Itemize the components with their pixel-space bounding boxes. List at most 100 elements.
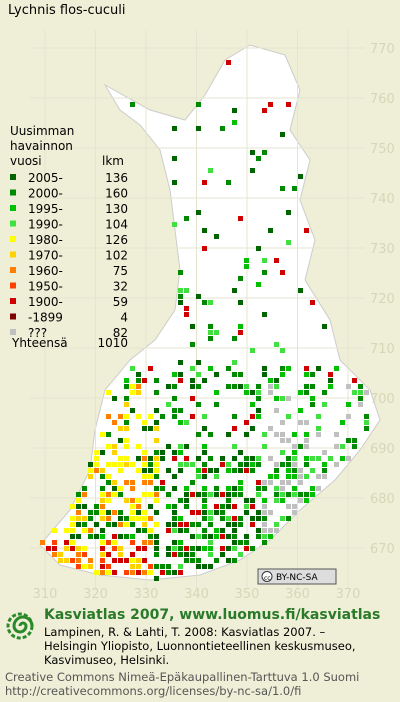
observation [202, 378, 207, 383]
observation [262, 312, 267, 317]
observation [286, 480, 291, 485]
observation [298, 444, 303, 449]
observation [184, 456, 189, 461]
observation [64, 546, 69, 551]
observation [190, 558, 195, 563]
observation [148, 564, 153, 569]
observation [256, 390, 261, 395]
observation [274, 486, 279, 491]
observation [184, 312, 189, 317]
observation [130, 564, 135, 569]
grid-label: 720 [370, 292, 395, 307]
observation [250, 456, 255, 461]
observation [262, 516, 267, 521]
observation [196, 126, 201, 131]
observation [310, 492, 315, 497]
observation [262, 522, 267, 527]
observation [268, 378, 273, 383]
observation [262, 498, 267, 503]
observation [124, 444, 129, 449]
observation [202, 498, 207, 503]
observation [292, 468, 297, 473]
legend-label: 2000- [28, 187, 63, 201]
observation [238, 480, 243, 485]
observation [106, 432, 111, 437]
observation [166, 570, 171, 575]
observation [286, 366, 291, 371]
observation [178, 540, 183, 545]
observation [262, 270, 267, 275]
observation [232, 384, 237, 389]
observation [178, 546, 183, 551]
observation [244, 258, 249, 263]
observation [130, 540, 135, 545]
observation [106, 390, 111, 395]
observation [268, 384, 273, 389]
observation [268, 426, 273, 431]
observation [274, 432, 279, 437]
observation [130, 522, 135, 527]
land [39, 44, 381, 581]
observation [100, 540, 105, 545]
observation [184, 444, 189, 449]
observation [136, 516, 141, 521]
observation [286, 414, 291, 419]
observation [94, 534, 99, 539]
observation [112, 420, 117, 425]
observation [178, 450, 183, 455]
observation [304, 462, 309, 467]
observation [244, 534, 249, 539]
observation [214, 534, 219, 539]
observation [112, 558, 117, 563]
observation [280, 420, 285, 425]
observation [148, 414, 153, 419]
observation [304, 456, 309, 461]
observation [292, 456, 297, 461]
observation [100, 486, 105, 491]
observation [190, 546, 195, 551]
observation [340, 456, 345, 461]
observation [346, 414, 351, 419]
observation [214, 474, 219, 479]
observation [286, 438, 291, 443]
observation [190, 378, 195, 383]
observation [268, 102, 273, 107]
observation [226, 504, 231, 509]
observation [226, 486, 231, 491]
observation [250, 390, 255, 395]
observation [148, 534, 153, 539]
observation [136, 384, 141, 389]
observation [136, 444, 141, 449]
observation [190, 414, 195, 419]
observation [328, 456, 333, 461]
observation [178, 462, 183, 467]
observation [322, 468, 327, 473]
observation [106, 492, 111, 497]
observation [238, 552, 243, 557]
legend-header: Uusimman [10, 124, 74, 138]
observation [76, 504, 81, 509]
observation [184, 492, 189, 497]
observation [232, 456, 237, 461]
observation [100, 552, 105, 557]
observation [232, 540, 237, 545]
observation [172, 510, 177, 515]
observation [298, 420, 303, 425]
observation [142, 558, 147, 563]
grid-label: 330 [134, 587, 159, 602]
observation [172, 516, 177, 521]
legend-count-header: lkm [102, 154, 124, 168]
observation [172, 546, 177, 551]
observation [208, 540, 213, 545]
observation [280, 450, 285, 455]
observation [142, 540, 147, 545]
observation [262, 480, 267, 485]
observation [250, 348, 255, 353]
observation [304, 492, 309, 497]
observation [124, 570, 129, 575]
observation [130, 480, 135, 485]
observation [136, 546, 141, 551]
observation [226, 366, 231, 371]
observation [154, 474, 159, 479]
